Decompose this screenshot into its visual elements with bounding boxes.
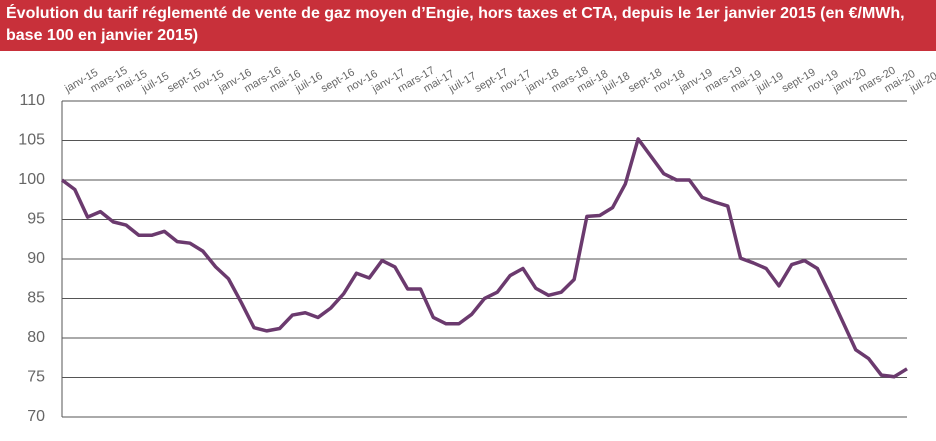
y-tick-label: 90 xyxy=(27,250,45,267)
y-tick-label: 75 xyxy=(27,369,45,386)
y-tick-label: 70 xyxy=(27,408,45,425)
y-tick-label: 105 xyxy=(18,132,45,149)
y-tick-label: 85 xyxy=(27,290,45,307)
y-tick-label: 110 xyxy=(19,92,45,109)
y-tick-label: 95 xyxy=(27,211,45,228)
chart-title: Évolution du tarif réglementé de vente d… xyxy=(0,0,936,51)
y-tick-label: 80 xyxy=(27,329,45,346)
line xyxy=(60,137,908,379)
y-tick-label: 100 xyxy=(18,171,45,188)
